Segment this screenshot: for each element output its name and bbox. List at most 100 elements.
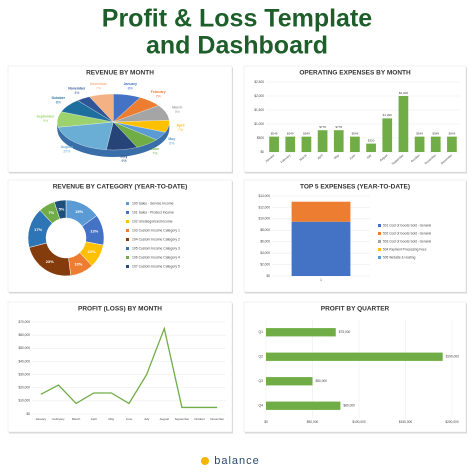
legend-swatch [378, 240, 381, 243]
legend-swatch [126, 265, 129, 268]
slice-value: 9% [43, 119, 48, 123]
legend-swatch [378, 248, 381, 251]
legend-swatch [378, 224, 381, 227]
x-tick-label: March [299, 153, 308, 162]
slice-label: March [172, 105, 182, 109]
y-tick-label: Q3 [258, 379, 263, 383]
bar [430, 136, 441, 152]
legend-label: 505 Website & Hosting [383, 255, 416, 259]
slice-value: 23% [46, 259, 54, 264]
x-tick-label: October [194, 417, 205, 421]
bar-value: $50,000 [316, 379, 328, 383]
y-tick-label: $4,000 [260, 251, 270, 255]
card [243, 65, 467, 173]
slice-label: November [68, 87, 86, 91]
bar [398, 96, 409, 152]
bar [414, 136, 425, 152]
y-tick-label: $0 [260, 150, 264, 154]
y-tick-label: $14,000 [258, 194, 270, 198]
y-tick-label: Q1 [258, 330, 263, 334]
bar-value: $778 [319, 125, 326, 129]
y-tick-label: $12,000 [258, 205, 270, 209]
slice-value: 5% [169, 141, 174, 145]
slice-label: December [90, 82, 108, 86]
legend-swatch [126, 202, 129, 205]
slice-label: January [123, 82, 136, 86]
slice-value: 5% [59, 206, 65, 211]
x-tick-label: October [410, 153, 421, 163]
y-tick-label: $70,000 [18, 320, 30, 324]
bar-segment [291, 221, 351, 276]
bar-value: $549 [271, 131, 278, 135]
slice-value: 7% [178, 128, 183, 132]
y-tick-label: $2,000 [254, 94, 264, 98]
chart-title: REVENUE BY CATEGORY (YEAR-TO-DATE) [53, 184, 188, 191]
page-title: Profit & Loss Template [102, 5, 373, 33]
y-tick-label: Q2 [258, 355, 263, 359]
slice-label: September [37, 114, 56, 118]
x-tick-label: 1 [320, 278, 322, 282]
bar-value: $549 [352, 131, 359, 135]
y-tick-label: $0 [26, 412, 30, 416]
slice-value: 8% [128, 87, 133, 91]
bar-value: $190,000 [446, 355, 460, 359]
y-tick-label: $8,000 [260, 228, 270, 232]
legend-label: 503 Cost of Goods Sold - General [383, 239, 431, 243]
x-tick-label: May [333, 153, 340, 160]
y-tick-label: $2,500 [254, 80, 264, 84]
bar [366, 143, 376, 152]
y-tick-label: $30,000 [18, 372, 30, 376]
slice-value: 20% [63, 149, 70, 153]
bar-value: $549 [449, 131, 456, 135]
legend-label: 504 Payment Processing Fees [383, 247, 427, 251]
y-tick-label: $1,500 [254, 108, 264, 112]
bar [266, 352, 443, 361]
bar-segment [291, 201, 351, 222]
chart-title: PROFIT (LOSS) BY MONTH [78, 306, 162, 313]
legend-label: 502 Cost of Goods Sold - General [383, 231, 431, 235]
x-tick-label: $100,000 [352, 420, 366, 424]
legend-label: 107 Custom Income Category 5 [132, 264, 180, 268]
x-tick-label: January [35, 417, 46, 421]
x-tick-label: June [126, 417, 133, 421]
bar-value: $80,000 [343, 404, 355, 408]
legend-swatch [126, 256, 129, 259]
slice-label: July [120, 154, 127, 158]
slice-value: 7% [48, 210, 54, 215]
pie-slice [89, 93, 114, 123]
line [40, 326, 218, 409]
bar-value: $300 [368, 138, 375, 142]
slice-label: February [151, 90, 166, 94]
slice-value: 7% [156, 95, 161, 99]
legend-label: 104 Custom Income Category 2 [132, 237, 180, 241]
logo: balance [214, 455, 260, 467]
slice-value: 13% [90, 229, 98, 234]
bar-value: $2,000 [399, 91, 409, 95]
slice-value: 7% [96, 86, 101, 90]
legend-swatch [126, 220, 129, 223]
chart-title: PROFIT BY QUARTER [321, 306, 390, 313]
bar [333, 130, 344, 152]
legend-label: 103 Custom Income Category 1 [132, 228, 180, 232]
y-tick-label: $1,000 [254, 122, 264, 126]
card [7, 301, 233, 433]
page-title: and Dashboard [146, 32, 328, 60]
slice-label: October [52, 96, 66, 100]
x-tick-label: $150,000 [399, 420, 413, 424]
bar [301, 136, 312, 152]
bar-value: $778 [335, 125, 342, 129]
x-tick-label: August [379, 153, 389, 162]
y-tick-label: $10,000 [258, 217, 270, 221]
legend-swatch [126, 238, 129, 241]
slice-value: 9% [121, 159, 126, 163]
x-tick-label: July [366, 153, 373, 160]
x-tick-label: April [91, 417, 97, 421]
bar-value: $549 [416, 131, 423, 135]
x-tick-label: February [52, 417, 65, 421]
slice-value: 7% [152, 152, 157, 156]
x-tick-label: November [210, 417, 224, 421]
bar [350, 136, 360, 152]
legend-label: 501 Cost of Goods Sold - General [383, 223, 431, 227]
bar [317, 130, 328, 152]
